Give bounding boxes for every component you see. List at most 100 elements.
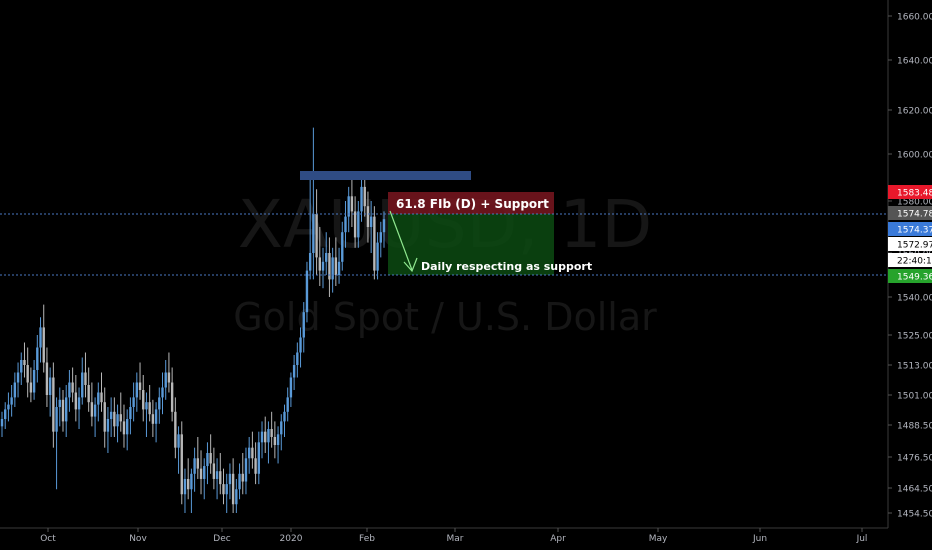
candle	[312, 127, 315, 280]
candle	[10, 385, 13, 417]
price-label: 22:40:17	[897, 257, 932, 267]
candle	[228, 463, 232, 500]
price-label-box	[888, 206, 932, 220]
candle	[331, 247, 334, 293]
candle	[170, 367, 174, 422]
price-label-box	[888, 269, 932, 283]
candle	[138, 362, 142, 400]
time-tick-label: Nov	[129, 534, 147, 544]
candle	[350, 177, 354, 227]
watermark-description: Gold Spot / U.S. Dollar	[233, 295, 657, 339]
candle	[132, 382, 135, 422]
candle	[109, 397, 113, 437]
price-label-box	[888, 253, 932, 267]
candle	[219, 453, 222, 495]
candle	[212, 447, 216, 490]
candle	[135, 372, 139, 412]
candle	[71, 367, 74, 403]
price-tick-label: 1540.00	[897, 294, 932, 304]
time-tick-label: Feb	[359, 534, 375, 544]
price-tick-label: 1513.00	[897, 362, 932, 372]
stop-loss-zone[interactable]	[388, 192, 554, 214]
candle	[283, 404, 286, 437]
candle	[238, 463, 241, 500]
resistance-zone[interactable]	[300, 171, 471, 180]
time-tick-label: Jul	[856, 534, 868, 544]
candle	[52, 362, 55, 448]
candle	[74, 375, 78, 422]
candle	[129, 397, 132, 435]
candle	[321, 247, 325, 289]
price-tick-label: 1454.50	[897, 510, 932, 520]
candle	[264, 416, 267, 453]
candle	[39, 317, 42, 363]
candle	[90, 382, 94, 427]
candle	[299, 327, 302, 368]
candle	[235, 478, 238, 513]
price-tick-label: 1640.00	[897, 57, 932, 67]
candle	[177, 426, 180, 474]
candle	[267, 421, 270, 464]
candle	[353, 196, 357, 248]
candle	[257, 431, 261, 485]
candle	[119, 392, 122, 432]
candle	[45, 347, 49, 407]
candle	[186, 458, 190, 500]
candle	[174, 397, 177, 459]
candle	[20, 352, 23, 385]
candle	[0, 411, 4, 437]
candle	[276, 426, 280, 464]
candle	[344, 201, 347, 248]
candle	[193, 447, 196, 492]
candle	[315, 189, 318, 275]
candle	[225, 473, 228, 513]
candle	[206, 442, 209, 485]
candle	[42, 304, 45, 373]
candle	[273, 421, 277, 459]
candle	[334, 237, 338, 286]
candle	[23, 342, 26, 378]
candle	[289, 372, 293, 407]
annotation-support[interactable]: Daily respecting as support	[421, 260, 592, 273]
candle	[55, 397, 58, 490]
price-tick-label: 1464.50	[897, 485, 932, 495]
price-tick-label: 1580.00	[897, 198, 932, 208]
candle	[164, 360, 167, 400]
candle	[376, 232, 379, 280]
candle	[4, 402, 7, 429]
price-label-box	[888, 185, 932, 199]
candle	[87, 367, 90, 412]
price-tick-label: 1620.00	[897, 107, 932, 117]
candle	[148, 385, 151, 422]
arrow-annotation[interactable]	[389, 210, 418, 273]
candle	[81, 357, 84, 405]
candle	[251, 431, 254, 469]
candle	[347, 186, 350, 233]
candle	[357, 201, 360, 248]
price-label: 1574.37	[897, 226, 932, 236]
candle	[382, 211, 386, 248]
candle	[305, 261, 309, 323]
annotation-fib[interactable]: 61.8 FIb (D) + Support	[396, 197, 549, 211]
candle	[154, 402, 158, 443]
candle	[145, 392, 148, 437]
candle	[36, 335, 39, 383]
candle	[325, 232, 328, 275]
candle	[215, 458, 219, 500]
candle	[302, 302, 305, 353]
time-axis[interactable]: Oct Nov Dec 2020 Feb Mar Apr May Jun Jul	[40, 528, 867, 544]
candle	[58, 387, 61, 427]
candle	[337, 247, 341, 284]
time-tick-label: Mar	[447, 534, 464, 544]
candle	[199, 450, 203, 495]
candle	[292, 355, 296, 390]
candle	[116, 404, 119, 443]
candle	[29, 367, 33, 403]
time-tick-label: Oct	[40, 534, 56, 544]
candle	[369, 201, 373, 253]
candle	[296, 342, 299, 378]
time-tick-label: Jun	[752, 534, 767, 544]
price-label: 1574.78	[897, 210, 932, 220]
take-profit-zone[interactable]	[388, 214, 554, 275]
